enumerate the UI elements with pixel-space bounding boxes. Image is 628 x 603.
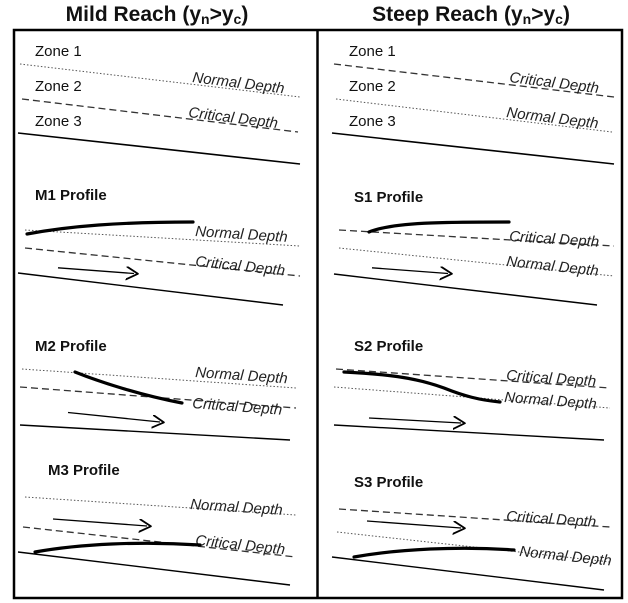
svg-text:M1 Profile: M1 Profile (35, 187, 107, 204)
svg-text:S2 Profile: S2 Profile (354, 338, 423, 355)
svg-text:Zone 2: Zone 2 (349, 78, 396, 95)
svg-text:M3 Profile: M3 Profile (48, 462, 120, 479)
svg-text:Zone 1: Zone 1 (349, 43, 396, 60)
svg-text:S3 Profile: S3 Profile (354, 474, 423, 491)
svg-text:S1 Profile: S1 Profile (354, 189, 423, 206)
svg-text:Zone 3: Zone 3 (35, 113, 82, 130)
svg-text:Zone 1: Zone 1 (35, 43, 82, 60)
svg-text:Zone 3: Zone 3 (349, 113, 396, 130)
svg-text:Mild Reach (yn>yc): Mild Reach (yn>yc) (66, 3, 249, 27)
svg-text:M2 Profile: M2 Profile (35, 338, 107, 355)
svg-text:Steep Reach (yn>yc): Steep Reach (yn>yc) (372, 3, 570, 27)
svg-text:Zone 2: Zone 2 (35, 78, 82, 95)
